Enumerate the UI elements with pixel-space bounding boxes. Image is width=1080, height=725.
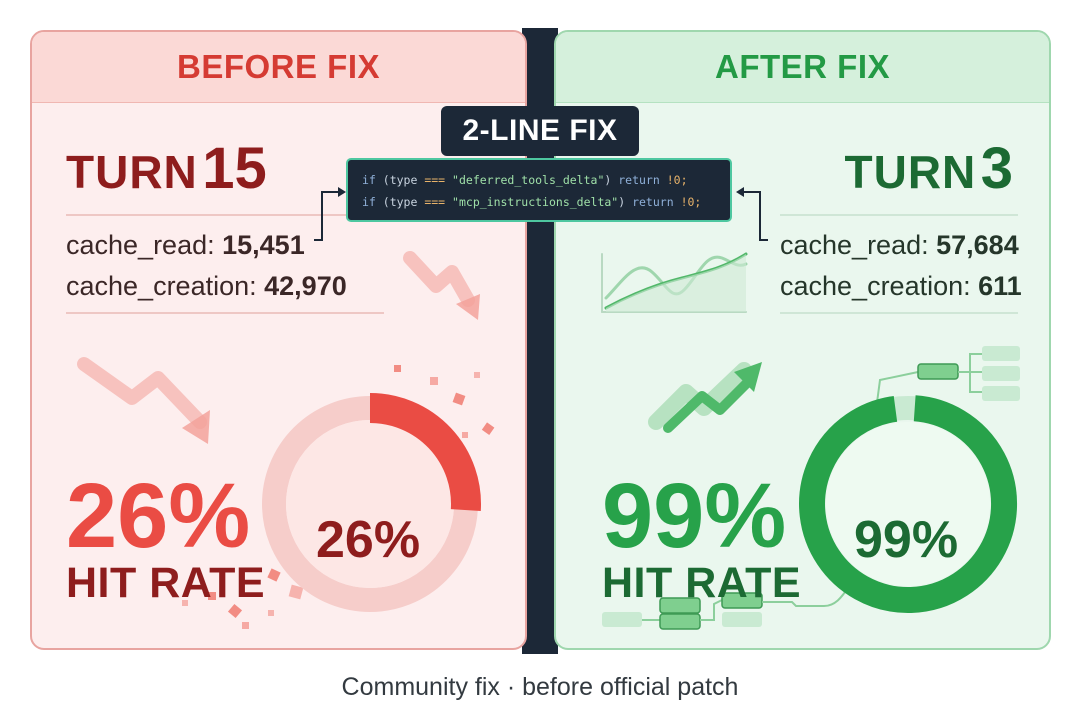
code-line: if (type === "deferred_tools_delta") ret… <box>362 173 688 187</box>
trend-up-arrow-icon <box>648 362 762 433</box>
before-divider-bottom <box>66 312 384 314</box>
before-cache-read-value: 15,451 <box>222 230 305 260</box>
after-hit-rate-value: 99% <box>602 465 787 567</box>
after-decorations <box>601 252 1020 630</box>
before-turn-word: TURN <box>66 146 198 198</box>
after-cache-read-value: 57,684 <box>936 230 1019 260</box>
after-hit-rate-label: HIT RATE <box>602 559 802 607</box>
after-donut-inner <box>826 422 990 586</box>
trend-down-arrow-icon <box>77 251 475 429</box>
after-donut-label: 99% <box>854 511 959 569</box>
before-donut-chart <box>262 393 481 612</box>
before-divider-top <box>66 214 384 216</box>
after-cache-creation: cache_creation: 611 <box>780 273 1022 300</box>
after-turn-number: 3 <box>980 136 1013 201</box>
fragment-shapes <box>182 365 495 629</box>
two-line-fix-badge: 2-LINE FIX <box>441 106 639 156</box>
before-donut-label: 26% <box>316 511 421 569</box>
mini-line-chart-icon <box>601 252 748 313</box>
before-cache-creation-value: 42,970 <box>264 271 347 301</box>
after-divider-top <box>780 214 1018 216</box>
before-decorations <box>77 251 495 629</box>
after-cache-creation-label: cache_creation: <box>780 271 971 301</box>
after-turn-heading: TURN 3 <box>845 140 1013 198</box>
before-turn-number: 15 <box>202 136 267 201</box>
before-fix-header: BEFORE FIX <box>32 32 525 103</box>
trend-down-arrow-head-small <box>456 294 480 320</box>
footer-caption: Community fix · before official patch <box>341 673 739 701</box>
before-cache-read: cache_read: 15,451 <box>66 232 305 259</box>
before-cache-read-label: cache_read: <box>66 230 215 260</box>
before-turn-heading: TURN 15 <box>66 140 267 198</box>
code-line: if (type === "mcp_instructions_delta") r… <box>362 195 702 209</box>
after-cache-read: cache_read: 57,684 <box>780 232 1019 259</box>
fix-code-block: if (type === "deferred_tools_delta") ret… <box>346 158 732 222</box>
after-turn-word: TURN <box>844 146 977 198</box>
after-divider-bottom <box>780 312 1018 314</box>
before-hit-rate-label: HIT RATE <box>66 559 266 607</box>
after-donut-chart <box>799 395 1018 613</box>
flow-diagram-bottom <box>602 577 857 630</box>
before-hit-rate-value: 26% <box>66 465 251 567</box>
before-donut-fill <box>369 393 481 511</box>
before-cache-creation-label: cache_creation: <box>66 271 257 301</box>
trend-down-arrow-head <box>182 410 210 444</box>
after-cache-read-label: cache_read: <box>780 230 929 260</box>
after-cache-creation-value: 611 <box>978 271 1022 301</box>
before-donut-inner <box>286 420 454 588</box>
after-fix-header: AFTER FIX <box>556 32 1049 103</box>
after-donut-fill <box>799 395 1018 613</box>
before-cache-creation: cache_creation: 42,970 <box>66 273 347 300</box>
